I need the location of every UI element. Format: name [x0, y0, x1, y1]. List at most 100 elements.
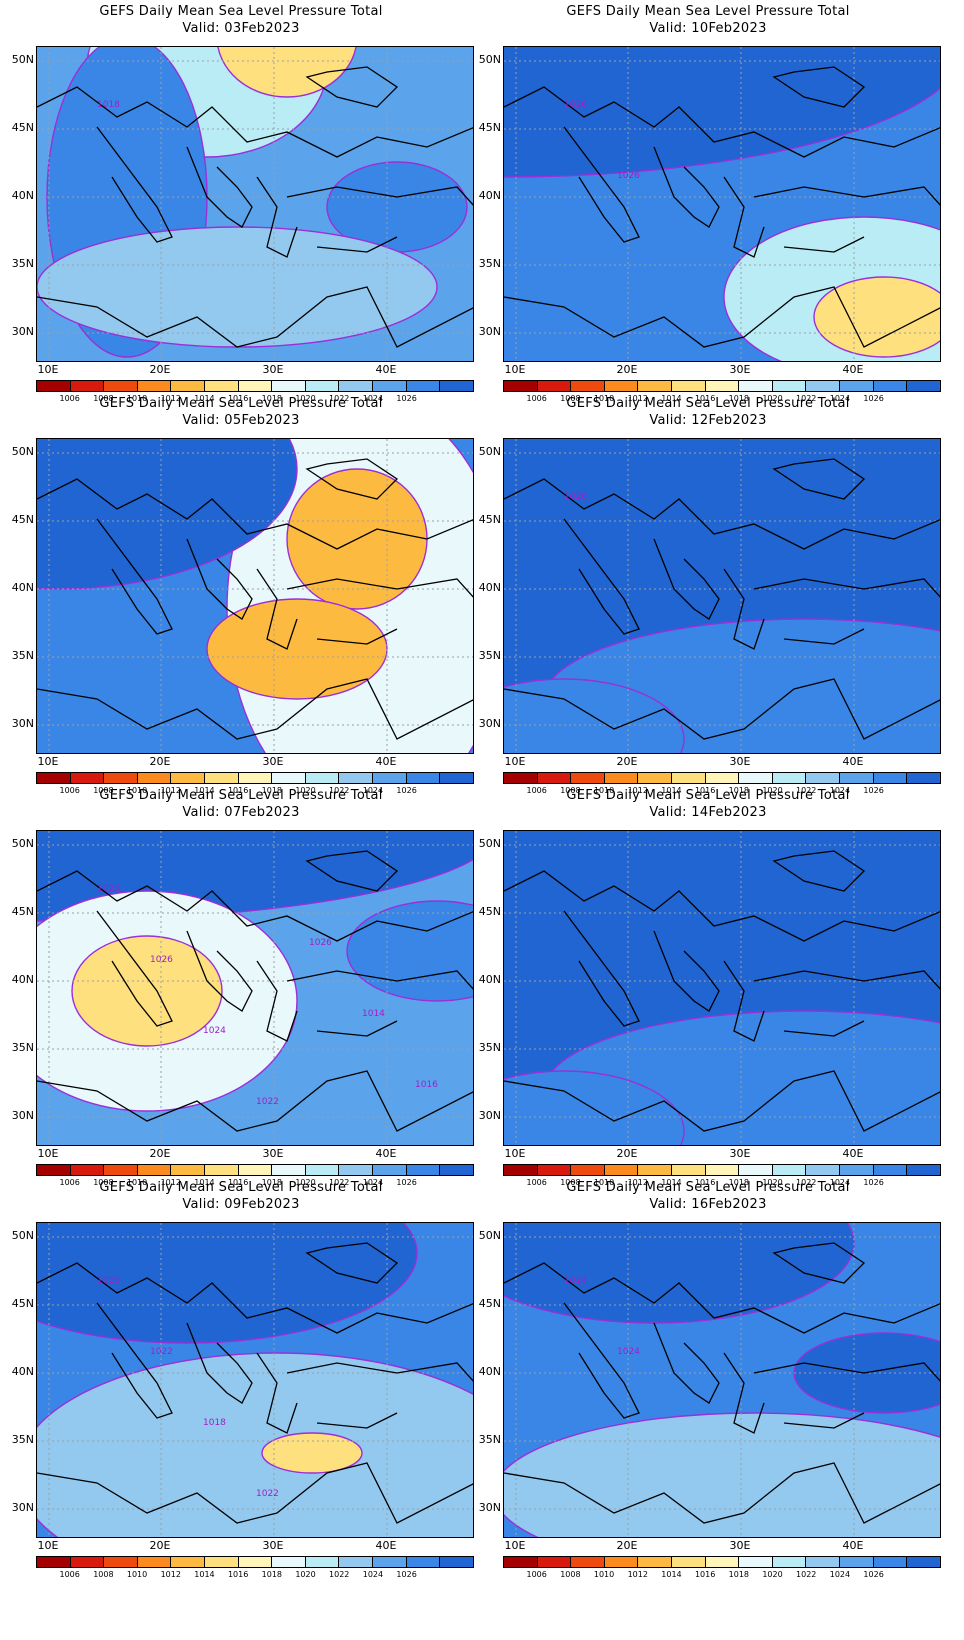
colorbar-swatch: [205, 381, 239, 391]
contour-label: 1022: [150, 1347, 173, 1357]
coastline: [96, 126, 173, 243]
longitude-tick: 20E: [149, 755, 171, 768]
colorbar-label: 1022: [329, 786, 350, 795]
panel-title: GEFS Daily Mean Sea Level Pressure Total: [566, 396, 850, 411]
contour-label: 1026: [97, 884, 120, 894]
contour-label: 1026: [564, 100, 587, 110]
colorbar-swatch: [504, 773, 538, 783]
colorbar-swatch: [705, 773, 740, 783]
contour-label: 1018: [97, 100, 120, 110]
colorbar-label: 1014: [194, 1178, 215, 1187]
colorbar-label: 1018: [728, 786, 750, 795]
latitude-tick: 30N: [11, 1501, 34, 1514]
latitude-tick: 45N: [11, 1297, 34, 1310]
longitude-tick: 40E: [842, 1147, 864, 1160]
colorbar-label: 1006: [59, 1570, 80, 1579]
colorbar-label: 1014: [661, 786, 682, 795]
latitude-tick: 45N: [478, 121, 501, 134]
panel-valid-date: Valid: 16Feb2023: [649, 1197, 767, 1212]
coastline: [504, 870, 940, 942]
contour-label: 1022: [256, 1097, 279, 1107]
coastline: [563, 1302, 640, 1419]
coastline: [723, 568, 765, 650]
latitude-tick: 40N: [478, 1365, 501, 1378]
colorbar-label: 1024: [362, 1570, 384, 1579]
coastline: [753, 186, 940, 206]
colorbar-swatch: [705, 1557, 740, 1567]
latitude-tick: 30N: [11, 717, 34, 730]
colorbar-label: 1016: [694, 1570, 716, 1579]
contour-label: 1022: [256, 1489, 279, 1499]
panel-title: GEFS Daily Mean Sea Level Pressure Total: [566, 1180, 850, 1195]
coastline: [504, 1462, 940, 1524]
colorbar-label: 1016: [227, 1178, 249, 1187]
latitude-tick: 45N: [478, 905, 501, 918]
coastline: [783, 1412, 865, 1429]
colorbar-swatch: [638, 1165, 673, 1175]
colorbar-swatch: [238, 773, 273, 783]
longitude-tick: 30E: [262, 1147, 284, 1160]
colorbar-label: 1008: [560, 1178, 581, 1187]
coastline: [305, 850, 399, 892]
colorbar-swatch: [70, 773, 105, 783]
colorbar-swatch: [739, 773, 773, 783]
latitude-tick: 50N: [478, 837, 501, 850]
colorbar-swatch: [537, 381, 572, 391]
colorbar: [36, 380, 474, 392]
coastline: [256, 176, 298, 258]
colorbar-swatch: [37, 1165, 71, 1175]
colorbar-swatch: [873, 381, 908, 391]
colorbar-label: 1012: [160, 394, 181, 403]
colorbar-label: 1024: [829, 394, 851, 403]
colorbar-swatch: [504, 1165, 538, 1175]
coastline: [653, 538, 720, 620]
colorbar-label: 1008: [93, 1178, 114, 1187]
colorbar-swatch: [604, 773, 639, 783]
panel-title: GEFS Daily Mean Sea Level Pressure Total: [99, 4, 383, 19]
colorbar-label: 1016: [227, 786, 249, 795]
colorbar-swatch: [705, 1165, 740, 1175]
longitude-tick: 20E: [149, 1539, 171, 1552]
coastline: [286, 578, 473, 598]
coastline: [504, 86, 940, 158]
coastline: [286, 186, 473, 206]
panel-valid-date: Valid: 09Feb2023: [182, 1197, 300, 1212]
colorbar-label: 1006: [59, 394, 80, 403]
colorbar-label: 1006: [526, 786, 547, 795]
colorbar-swatch: [772, 773, 807, 783]
colorbar-label: 1024: [829, 786, 851, 795]
latitude-tick: 45N: [11, 513, 34, 526]
pressure-field-svg: 1026 1026 1024 1022 1026 1014 1016: [37, 831, 473, 1145]
colorbar: [36, 772, 474, 784]
contour-label: 1026: [150, 955, 173, 965]
colorbar-swatch: [104, 381, 138, 391]
coastline: [96, 1302, 173, 1419]
pressure-field-svg: 1026 1022 1018 1022: [37, 1223, 473, 1537]
latitude-tick: 30N: [478, 717, 501, 730]
longitude-tick: 30E: [729, 1147, 751, 1160]
colorbar-swatch: [373, 1557, 407, 1567]
coastline: [96, 910, 173, 1027]
coastline: [504, 286, 940, 348]
map-panel: GEFS Daily Mean Sea Level Pressure Total…: [0, 1176, 482, 1586]
coastline: [653, 930, 720, 1012]
colorbar-label: 1020: [762, 1178, 783, 1187]
pressure-field-svg: 1018: [37, 47, 473, 361]
map-panel: GEFS Daily Mean Sea Level Pressure Total…: [0, 0, 482, 410]
colorbar-label: 1008: [560, 786, 581, 795]
colorbar-label: 1012: [627, 394, 648, 403]
colorbar-label: 1018: [261, 786, 283, 795]
colorbar-swatch: [305, 1165, 340, 1175]
latitude-tick: 35N: [478, 649, 501, 662]
latitude-tick: 50N: [478, 445, 501, 458]
colorbar-swatch: [272, 773, 306, 783]
colorbar-swatch: [373, 1165, 407, 1175]
colorbar-swatch: [672, 1165, 706, 1175]
colorbar: [36, 1164, 474, 1176]
contour-label: 1026: [97, 1276, 120, 1286]
coastline: [772, 66, 866, 108]
colorbar-swatch: [604, 381, 639, 391]
longitude-tick: 40E: [842, 1539, 864, 1552]
colorbar-swatch: [504, 1557, 538, 1567]
latitude-tick: 35N: [478, 1433, 501, 1446]
